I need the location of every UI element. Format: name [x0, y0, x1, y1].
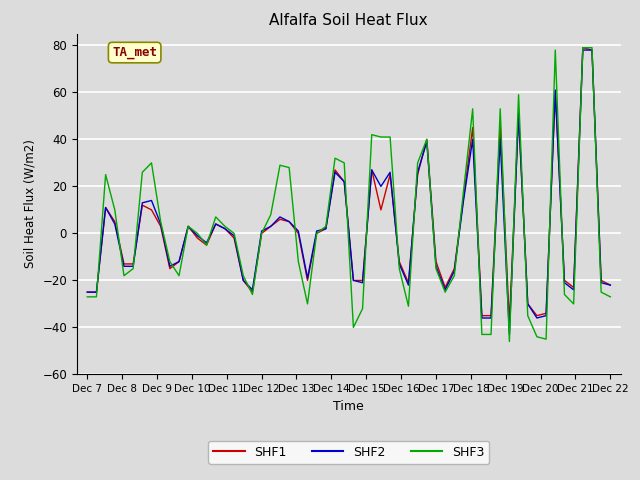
Y-axis label: Soil Heat Flux (W/m2): Soil Heat Flux (W/m2)	[24, 140, 36, 268]
Text: TA_met: TA_met	[112, 46, 157, 59]
Title: Alfalfa Soil Heat Flux: Alfalfa Soil Heat Flux	[269, 13, 428, 28]
Legend: SHF1, SHF2, SHF3: SHF1, SHF2, SHF3	[209, 441, 489, 464]
X-axis label: Time: Time	[333, 400, 364, 413]
